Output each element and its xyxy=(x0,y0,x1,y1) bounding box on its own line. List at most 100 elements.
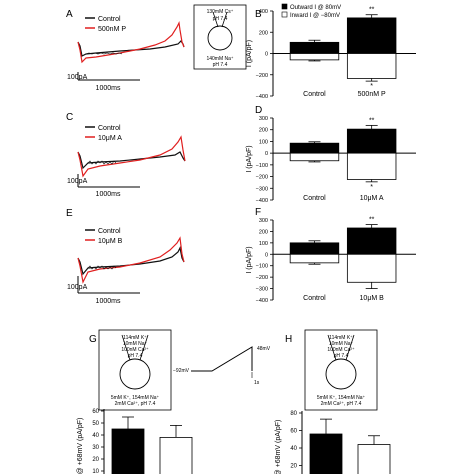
y-tick-label: −300 xyxy=(256,186,268,192)
panel-label-h: H xyxy=(285,334,292,345)
panel-label-d: D xyxy=(255,105,262,116)
inset-outer-2: pH 7.4 xyxy=(213,62,228,68)
bar-inward xyxy=(289,53,340,61)
y-tick-label: −200 xyxy=(256,73,268,79)
trace-noise xyxy=(87,160,117,165)
legend-swatch-inward xyxy=(281,11,288,18)
y-tick-label: 200 xyxy=(259,128,268,134)
y-tick-label: −300 xyxy=(256,287,268,293)
pipette-icon xyxy=(327,334,355,361)
y-tick-label: 80 xyxy=(290,411,297,417)
legend-control-label: Control xyxy=(98,228,121,235)
y-tick-label: 200 xyxy=(259,30,268,36)
significance-marker: ** xyxy=(369,117,375,124)
inset-outer-1: 140mM Na⁺ xyxy=(206,56,233,62)
x-tick-label: 500nM P xyxy=(358,91,386,98)
control-trace xyxy=(77,246,185,276)
scale-current-label: 100pA xyxy=(67,178,88,185)
bar xyxy=(309,433,343,474)
bar-inward xyxy=(289,152,340,162)
y-tick-label: −400 xyxy=(256,94,268,100)
protocol-g: 114mM K⁺ 10mM Na⁺ 100nM Ca²⁺ pH 7.4 5mM … xyxy=(98,329,172,411)
y-tick-label: −200 xyxy=(256,175,268,181)
legend-treated-label: 10μM B xyxy=(98,238,123,245)
bar xyxy=(357,444,391,474)
y-tick-label: 200 xyxy=(259,229,268,235)
legend-label-outward: Outward I @ 80mV xyxy=(290,5,341,11)
inset-inner-3: 100nM Ca²⁺ xyxy=(327,347,355,353)
y-axis-label: I (pA/pF) xyxy=(246,145,253,172)
inset-outer-2: 2mM Ca²⁺, pH 7.4 xyxy=(321,401,362,407)
x-tick-label: Control xyxy=(303,295,326,302)
y-tick-label: 0 xyxy=(265,52,268,58)
panel-label-a: A xyxy=(66,9,73,20)
inset-inner-1: 114mM K⁺ xyxy=(329,335,353,341)
bar-outward xyxy=(346,17,397,54)
cell-icon xyxy=(325,358,357,390)
voltage-ramp: −92mV 48mV 1s xyxy=(173,346,271,386)
panel-labels: A B C D E F G H xyxy=(66,9,292,345)
bar-chart-g: 60 50 40 30 20 10 @ +68mV (pA/pF) xyxy=(77,409,193,474)
y-tick-label: −100 xyxy=(256,163,268,169)
panel-label-e: E xyxy=(66,208,73,219)
y-tick-label: 0 xyxy=(265,252,268,258)
panel-label-f: F xyxy=(255,207,261,218)
bar-inward xyxy=(289,253,340,264)
solution-inset-box xyxy=(193,4,247,70)
y-tick-label: −400 xyxy=(256,298,268,304)
bar-inward xyxy=(346,253,397,283)
inset-inner-4: pH 7.4 xyxy=(334,353,349,359)
bar-outward xyxy=(289,242,340,255)
y-tick-label: 60 xyxy=(92,409,99,415)
control-trace xyxy=(77,40,185,57)
inset-outer-1: 5mM K⁺, 154mM Na⁺ xyxy=(111,395,160,401)
ramp-end-label: 48mV xyxy=(257,346,271,352)
y-tick-label: −200 xyxy=(256,275,268,281)
bar-chart-f: 300 200 100 0 −100 −200 −300 −400 I (pA/pF) Contr… xyxy=(246,217,416,304)
y-axis-label: @ +68mV (pA/pF) xyxy=(275,420,282,474)
pipette-icon xyxy=(212,11,228,28)
cell-icon xyxy=(119,358,151,390)
legend-treated-label: 500nM P xyxy=(98,26,126,33)
scale-current-label: 100pA xyxy=(67,284,88,291)
treated-trace xyxy=(77,236,185,284)
inset-inner-1: 114mM K⁺ xyxy=(123,335,147,341)
y-tick-label: 40 xyxy=(290,446,297,452)
panel-label-b: B xyxy=(255,9,262,20)
y-tick-label: 300 xyxy=(259,116,268,122)
inset-inner-2: pH 7.4 xyxy=(213,16,228,22)
inset-inner-3: 100nM Ca²⁺ xyxy=(121,347,149,353)
panel-label-g: G xyxy=(89,334,97,345)
treated-trace xyxy=(77,135,186,178)
trace-panel-e: Control 10μM B 100pA 1000ms xyxy=(67,228,185,305)
solution-inset-box xyxy=(304,329,378,411)
y-tick-label: 30 xyxy=(92,445,99,451)
bar xyxy=(159,436,193,474)
legend-swatch-outward xyxy=(281,3,288,10)
bar-inward xyxy=(346,53,397,79)
bar-chart-h: 80 60 40 20 @ +68mV (pA/pF) xyxy=(275,411,391,474)
y-tick-label: 10 xyxy=(92,469,99,474)
pipette-icon xyxy=(121,334,149,361)
bar xyxy=(111,428,145,474)
bar-outward xyxy=(346,128,397,154)
y-tick-label: 300 xyxy=(259,218,268,224)
y-axis-label: @ +68mV (pA/pF) xyxy=(77,418,84,474)
protocol-h: 114mM K⁺ 10mM Na⁺ 100nM Ca²⁺ pH 7.4 5mM … xyxy=(304,329,378,411)
bar-outward xyxy=(346,227,397,255)
scale-time-label: 1000ms xyxy=(96,191,121,198)
y-tick-label: −400 xyxy=(256,198,268,204)
scale-time-label: 1000ms xyxy=(96,298,121,305)
inset-inner-4: pH 7.4 xyxy=(128,353,143,359)
treated-trace xyxy=(77,21,185,64)
y-axis-label: I (pA/pF) xyxy=(246,246,253,273)
y-tick-label: 100 xyxy=(259,139,268,145)
panel-label-c: C xyxy=(66,112,73,123)
significance-marker: * xyxy=(370,184,373,191)
x-tick-label: 10μM A xyxy=(360,195,384,202)
y-tick-label: 60 xyxy=(290,429,297,435)
significance-marker: ** xyxy=(369,7,375,14)
cell-icon xyxy=(207,25,233,51)
